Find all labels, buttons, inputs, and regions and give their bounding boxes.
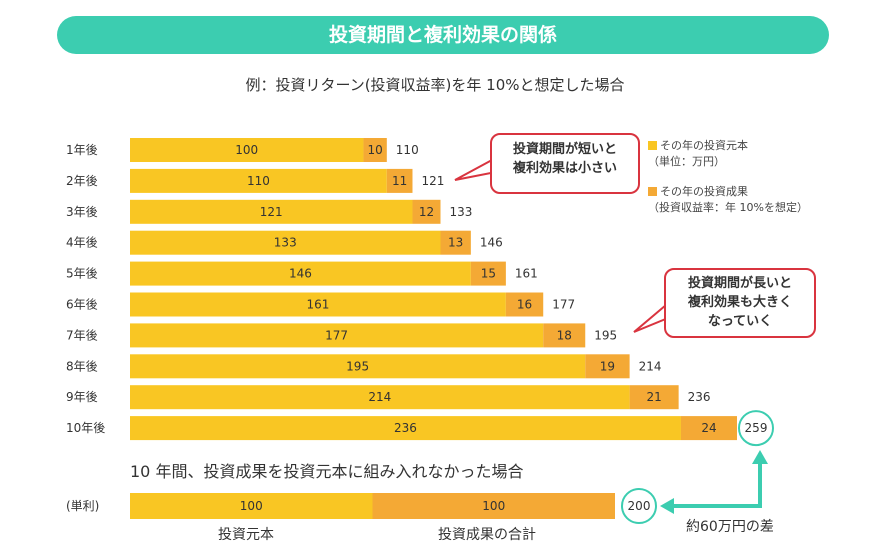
legend-gain: その年の投資成果 （投資収益率：年 10%を想定） — [648, 184, 808, 216]
data-label-gain: 12 — [419, 205, 434, 219]
bar-gain — [585, 354, 630, 379]
category-label: 3年後 — [66, 205, 98, 219]
data-label-principal: 236 — [394, 421, 417, 435]
data-label-gain: 13 — [448, 236, 463, 250]
bar-principal — [130, 261, 471, 286]
bar-principal — [130, 354, 586, 379]
category-label: 2年後 — [66, 174, 98, 188]
legend-note: （単位：万円） — [648, 155, 725, 168]
simple-interest-title: 10 年間、投資成果を投資元本に組み入れなかった場合 — [130, 462, 524, 481]
bar-gain — [505, 292, 544, 317]
data-label-gain: 10 — [367, 143, 382, 157]
callout-line: なっていく — [707, 314, 773, 329]
legend-label: その年の投資成果 — [660, 185, 748, 198]
data-label-gain: 11 — [392, 174, 407, 188]
simple-data-label: 100 — [240, 499, 263, 513]
bar-principal — [130, 416, 681, 441]
data-label-total: 177 — [552, 298, 575, 312]
legend-swatch-principal — [648, 141, 657, 150]
bar-principal — [130, 292, 506, 317]
category-label: 10年後 — [66, 421, 105, 435]
category-label: 5年後 — [66, 267, 98, 281]
data-label-gain: 15 — [481, 267, 496, 281]
data-label-principal: 133 — [274, 236, 297, 250]
data-label-total: 236 — [688, 390, 711, 404]
difference-connector — [668, 462, 762, 508]
category-label: 7年後 — [66, 328, 98, 342]
callout-line: 複利効果も大きく — [687, 295, 792, 310]
data-label-principal: 146 — [289, 267, 312, 281]
chart-title-banner: 投資期間と複利効果の関係 — [57, 16, 829, 54]
bar-gain — [363, 138, 387, 162]
data-label-principal: 110 — [247, 174, 270, 188]
data-label-total: 259 — [745, 421, 768, 435]
data-label-principal: 195 — [346, 359, 369, 373]
segment-label-gain: 投資成果の合計 — [438, 527, 536, 543]
data-label-gain: 19 — [600, 359, 615, 373]
legend-principal: その年の投資元本 （単位：万円） — [648, 138, 748, 170]
data-label-total: 161 — [515, 267, 538, 281]
bar-principal — [130, 323, 544, 348]
data-label-gain: 24 — [701, 421, 716, 435]
data-label-total: 133 — [450, 205, 473, 219]
category-label: 4年後 — [66, 236, 98, 250]
total-circle — [738, 410, 774, 447]
bar-gain — [629, 385, 679, 410]
callout-long-term: 投資期間が長いと 複利効果も大きく なっていく — [664, 268, 816, 338]
data-label-principal: 161 — [306, 298, 329, 312]
data-label-gain: 18 — [557, 328, 572, 342]
bar-principal — [130, 230, 441, 255]
arrow-left-icon — [660, 498, 674, 514]
data-label-total: 121 — [421, 174, 444, 188]
bar-gain — [440, 230, 471, 255]
data-label-principal: 121 — [260, 205, 283, 219]
difference-label: 約60万円の差 — [686, 519, 774, 535]
simple-total-label: 200 — [628, 499, 651, 513]
bar-principal — [130, 385, 630, 410]
category-label: 1年後 — [66, 143, 98, 157]
bar-principal — [130, 168, 387, 193]
data-label-principal: 177 — [325, 328, 348, 342]
callout-line: 投資期間が長いと — [687, 276, 792, 291]
data-label-total: 195 — [594, 328, 617, 342]
bar-gain — [680, 416, 737, 441]
bar-gain — [543, 323, 586, 348]
segment-label-principal: 投資元本 — [218, 527, 274, 543]
arrow-up-icon — [752, 450, 768, 464]
chart-subtitle: 例：投資リターン(投資収益率)を年 10%と想定した場合 — [245, 76, 625, 94]
simple-data-label: 100 — [482, 499, 505, 513]
category-label: 6年後 — [66, 298, 98, 312]
simple-bar-principal — [130, 493, 373, 519]
bar-principal — [130, 138, 364, 162]
callout-line: 投資期間が短いと — [512, 142, 617, 157]
data-label-principal: 214 — [368, 390, 391, 404]
simple-interest-row-label: (単利) — [66, 499, 100, 513]
simple-bar-gain — [372, 493, 615, 519]
bar-gain — [386, 168, 413, 193]
callout-pointer — [633, 303, 670, 333]
category-label: 8年後 — [66, 359, 98, 373]
legend-label: その年の投資元本 — [660, 139, 748, 152]
data-label-total: 146 — [480, 236, 503, 250]
data-label-principal: 100 — [235, 143, 258, 157]
callout-short-term: 投資期間が短いと 複利効果は小さい — [490, 133, 640, 194]
data-label-total: 214 — [639, 359, 662, 373]
data-label-total: 110 — [396, 143, 419, 157]
bar-principal — [130, 199, 413, 224]
data-label-gain: 21 — [646, 390, 661, 404]
simple-total-circle — [621, 488, 657, 524]
bar-gain — [412, 199, 441, 224]
bar-gain — [470, 261, 506, 286]
legend-note: （投資収益率：年 10%を想定） — [648, 201, 808, 214]
callout-line: 複利効果は小さい — [512, 161, 617, 176]
data-label-gain: 16 — [517, 298, 532, 312]
legend-swatch-gain — [648, 187, 657, 196]
category-label: 9年後 — [66, 390, 98, 404]
